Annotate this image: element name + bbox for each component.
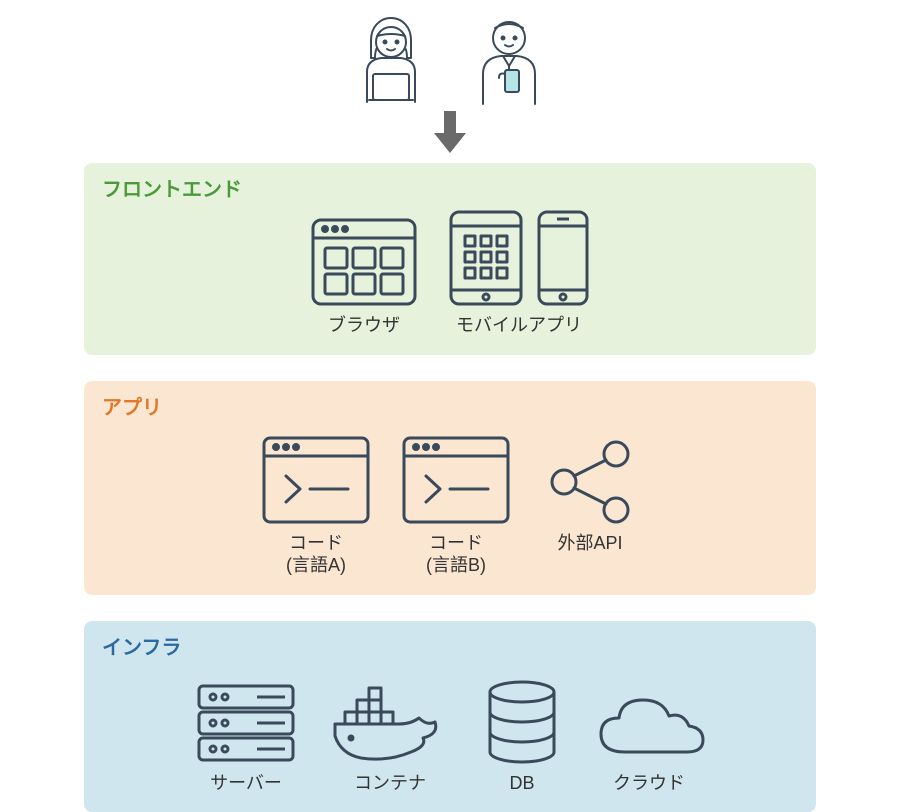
item-code-b: コード (言語B) [400,426,512,577]
arrow-down-icon [430,111,470,155]
browser-icon [309,216,419,308]
phone-icon [535,208,591,308]
item-server: サーバー [193,666,299,795]
db-icon [481,678,563,766]
label-cloud: クラウド [613,772,685,795]
code-b-icon [400,434,512,526]
tablet-icon [447,208,525,308]
label-api: 外部API [557,532,622,555]
layer-frontend: フロントエンド [84,163,816,355]
label-browser: ブラウザ [328,314,400,337]
user-man-icon [459,12,559,107]
layer-title-frontend: フロントエンド [102,173,798,202]
api-icon [540,438,640,526]
label-mobile: モバイルアプリ [456,314,582,337]
cloud-icon [591,688,707,766]
label-code-b: コード (言語B) [426,532,486,577]
server-icon [193,680,299,766]
item-code-a: コード (言語A) [260,426,372,577]
arrow-down [0,111,900,155]
users-row [0,0,900,107]
label-code-a: コード (言語A) [286,532,346,577]
container-icon [327,680,453,766]
item-db: DB [481,666,563,795]
item-container: コンテナ [327,666,453,795]
label-container: コンテナ [354,772,426,795]
code-a-icon [260,434,372,526]
item-cloud: クラウド [591,666,707,795]
layer-infra: インフラ サーバー [84,621,816,812]
user-woman-icon [341,12,441,107]
item-api: 外部API [540,426,640,555]
layer-title-app: アプリ [102,391,798,420]
item-mobile: モバイルアプリ [447,208,591,337]
item-browser: ブラウザ [309,208,419,337]
layer-app: アプリ コード (言語A) [84,381,816,595]
layer-title-infra: インフラ [102,631,798,660]
label-db: DB [509,772,534,795]
label-server: サーバー [210,772,282,795]
